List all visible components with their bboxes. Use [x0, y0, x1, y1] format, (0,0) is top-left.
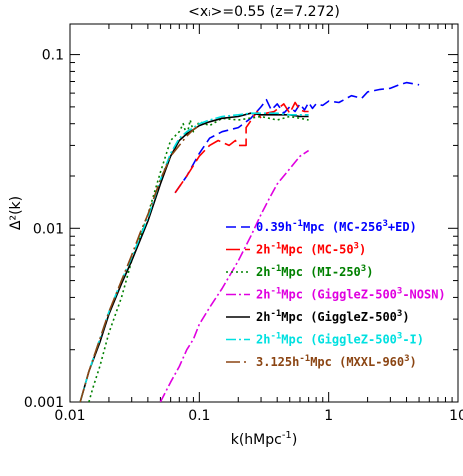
legend-label: 2h-1Mpc (GiggleZ-5003) — [256, 309, 410, 324]
legend-label: 2h-1Mpc (GiggleZ-5003-I) — [256, 332, 424, 347]
series-line-1 — [174, 81, 420, 194]
legend: 0.39h-1Mpc (MC-2563+ED) 2h-1Mpc (MC-503) 2… — [226, 219, 446, 369]
chart-title: <xᵢ>=0.55 (z=7.272) — [188, 4, 340, 20]
x-tick-label: 1 — [324, 408, 333, 424]
x-tick-label: 0.01 — [54, 408, 85, 424]
x-axis-label-text: k(hMpc-1) — [231, 430, 298, 448]
plot-frame — [69, 23, 459, 403]
axis-ticks — [69, 24, 459, 403]
x-axis-label: k(hMpc-1) — [231, 430, 298, 448]
series-line-4 — [159, 149, 310, 402]
legend-label: 2h-1Mpc (GiggleZ-5003-NOSN) — [256, 287, 446, 302]
series-lines — [79, 81, 420, 402]
series-line-7 — [79, 124, 200, 402]
legend-label: 2h-1Mpc (MI-2503) — [256, 264, 373, 279]
series-line-2 — [174, 101, 309, 194]
plot-border — [69, 23, 459, 403]
x-tick-label: 10 — [449, 408, 463, 424]
y-tick-labels: 0.001 0.01 0.1 — [24, 48, 64, 411]
series-line-6 — [79, 112, 309, 402]
x-tick-label: 0.1 — [188, 408, 210, 424]
legend-label: 0.39h-1Mpc (MC-2563+ED) — [256, 219, 417, 234]
y-tick-label: 0.001 — [24, 395, 64, 411]
legend-label: 2h-1Mpc (MC-503) — [256, 242, 366, 257]
chart-title-text: <xᵢ>=0.55 (z=7.272) — [188, 4, 340, 20]
y-tick-label: 0.1 — [42, 48, 64, 64]
y-tick-label: 0.01 — [33, 221, 64, 237]
x-tick-labels: 0.01 0.1 1 10 — [54, 408, 463, 424]
y-axis-label: Δ²(k) — [8, 196, 24, 230]
legend-label: 3.125h-1Mpc (MXXL-9603) — [256, 354, 417, 369]
y-axis-label-text: Δ²(k) — [8, 196, 24, 230]
